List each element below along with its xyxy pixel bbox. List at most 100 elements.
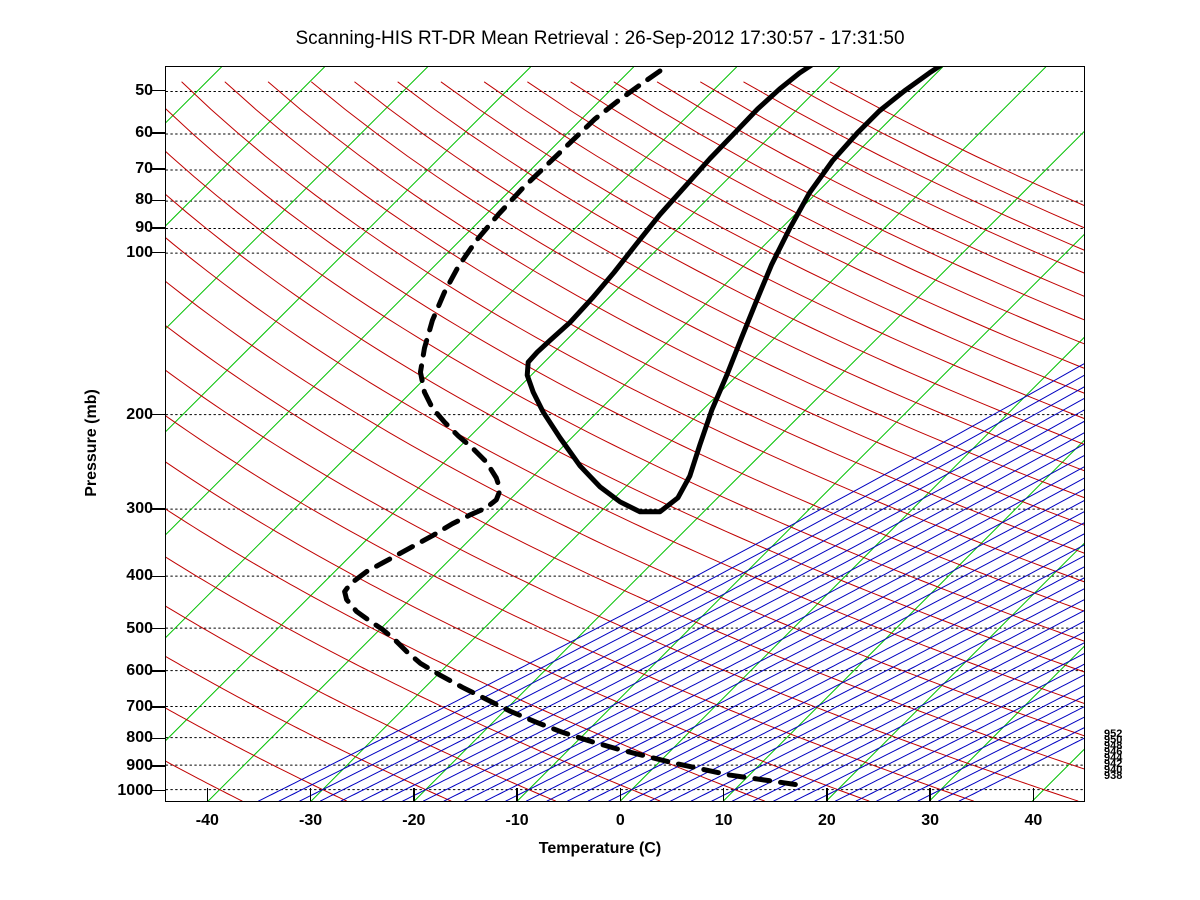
x-tick-label: 20 [817,812,836,829]
y-tick-label: 800 [126,729,153,747]
x-tick-mark [826,788,828,802]
y-tick-mark [152,737,165,740]
x-tick-label: 10 [714,812,733,829]
right-pressure-label: 946 [1104,746,1123,758]
x-tick-label: 0 [615,812,625,829]
mixing-ratio-line [814,663,1084,801]
mixing-ratio-line [835,674,1084,801]
y-tick-label: 1000 [117,781,153,799]
dry-adiabat-line [166,556,661,801]
mixing-ratio-line [526,511,1084,801]
isotherm-line [166,67,532,433]
mixing-ratio-line [443,466,1084,801]
y-tick-label: 60 [135,124,153,142]
mixing-ratio-line [958,737,1084,801]
right-pressure-label: 942 [1104,758,1123,770]
y-tick-mark [152,765,165,767]
dry-adiabat-line [397,81,1084,445]
x-tick-mark [722,788,725,802]
mixing-ratio-line [381,432,1084,801]
mixing-ratio-line [773,642,1084,801]
y-tick-label: 100 [126,243,153,261]
isotherm-line [166,67,841,741]
dry-adiabat-line [166,707,347,801]
isotherm-line [928,645,1084,801]
y-tick-mark [152,508,165,511]
y-tick-label: 300 [126,500,153,518]
mixing-ratio-line [546,522,1084,801]
temperature-profile-line [524,67,943,515]
dry-adiabat-line [166,656,452,801]
isotherm-line [310,67,1047,801]
y-tick-mark [152,789,165,792]
mixing-ratio-line [793,653,1084,801]
y-tick-mark [152,199,165,202]
right-pressure-label: 952 [1104,728,1123,740]
y-tick-label: 90 [135,218,153,236]
x-tick-label: -40 [195,812,219,829]
right-pressure-label: 950 [1104,734,1123,746]
mixing-ratio-line [484,488,1084,801]
dry-adiabat-line [354,81,1084,472]
x-tick-mark [1032,788,1035,802]
mixing-ratio-line [567,533,1084,801]
dry-adiabat-line [166,194,1084,673]
y-tick-mark [152,575,165,578]
dry-adiabat-line [166,151,1084,642]
isotherm-line [825,542,1084,801]
x-tick-label: -30 [299,812,323,829]
isotherm-line [207,67,944,801]
y-tick-label: 700 [126,698,153,716]
isotherm-line [413,130,1084,801]
mixing-ratio-line [278,374,1084,801]
x-tick-label: 40 [1024,812,1043,829]
mixing-ratio-line [855,685,1084,801]
y-tick-label: 50 [135,81,153,99]
x-tick-label: -10 [505,812,529,829]
y-tick-mark [152,627,165,630]
x-tick-label: -20 [402,812,426,829]
y-tick-label: 80 [135,191,153,209]
mixing-ratio-line [629,566,1084,801]
right-pressure-label: 938 [1104,770,1123,782]
mixing-ratio-line [917,716,1084,801]
y-tick-mark [152,670,165,673]
mixing-ratio-line [711,610,1084,801]
page-title: Scanning-HIS RT-DR Mean Retrieval : 26-S… [295,28,905,49]
mixing-ratio-line [258,363,1084,801]
mixing-ratio-line [361,420,1084,801]
y-axis: 50 60 70 80 90 100 200 300 400 500 600 700 800 900 100… [0,0,165,900]
mixing-ratio-line [608,555,1084,801]
y-tick-mark [152,89,165,92]
dry-adiabat-line [166,415,974,801]
isotherm-line [166,67,325,227]
mixing-ratio-line [340,409,1084,801]
y-tick-mark [152,413,165,416]
mixing-ratio-line [876,695,1084,801]
isotherm-line [516,233,1084,801]
x-axis-title: Temperature (C) [538,840,662,857]
x-tick-mark [619,788,622,802]
x-tick-mark [413,788,415,802]
y-tick-mark [152,227,165,229]
y-tick-label: 500 [126,619,153,637]
dry-adiabat-line [166,461,870,801]
mixing-ratio-line [299,386,1084,801]
isotherm-line [166,67,428,330]
y-tick-label: 200 [126,405,153,423]
mixing-ratio-line [938,727,1084,801]
x-tick-mark [309,788,312,802]
mixing-ratio-line [752,631,1084,801]
dry-adiabat-line [224,81,1084,554]
dry-adiabat-line [166,108,1084,612]
mixing-ratio-line [649,577,1084,801]
isotherm-line [166,67,738,638]
dry-adiabat-line [166,370,1079,801]
mixing-ratio-line [896,706,1084,801]
dry-adiabat-line [181,81,1084,583]
x-tick-mark [206,788,209,802]
dry-adiabat-line [166,281,1084,737]
y-tick-label: 900 [126,756,153,774]
y-tick-mark [152,706,165,709]
